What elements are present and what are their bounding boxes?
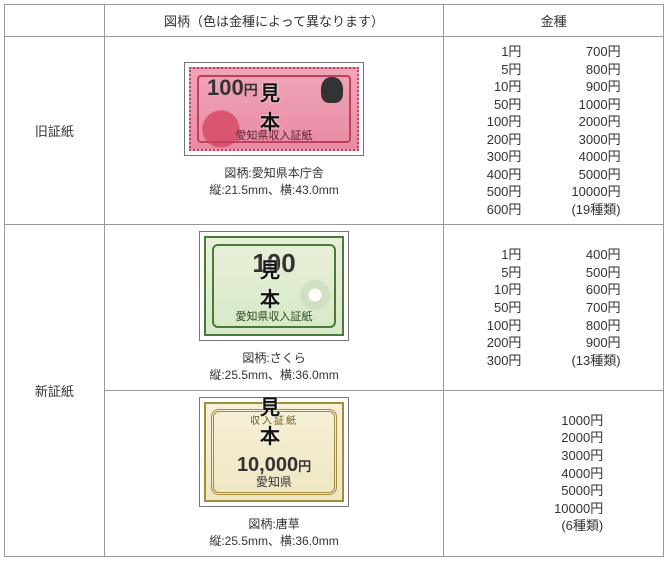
denom-value: 200円 bbox=[487, 131, 522, 149]
stamp-old-image: 100円 見 本 愛知県収入証紙 bbox=[189, 67, 359, 151]
denom-value: 200円 bbox=[487, 334, 522, 352]
denom-value: 5000円 bbox=[579, 166, 621, 184]
denom-value: 900円 bbox=[586, 334, 621, 352]
denom-value: 10000円 bbox=[571, 183, 620, 201]
mihon-label: 見 本 bbox=[240, 255, 308, 313]
denom-value: 1000円 bbox=[561, 412, 603, 430]
denom-value: 500円 bbox=[586, 264, 621, 282]
mihon-label: 見 本 bbox=[240, 391, 308, 449]
row-label-new: 新証紙 bbox=[5, 225, 105, 556]
denom-cell-old: 1円5円10円50円100円200円300円400円500円600円 700円8… bbox=[444, 37, 664, 225]
denom-value: 300円 bbox=[487, 352, 522, 370]
denom-cell-sakura: 1円5円10円50円100円200円300円 400円500円600円700円8… bbox=[444, 225, 664, 391]
denom-sakura-col1: 1円5円10円50円100円200円300円 bbox=[487, 246, 522, 369]
design-cell-old: 100円 見 本 愛知県収入証紙 図柄:愛知県本庁舎 縦:21.5mm、横:43… bbox=[104, 37, 444, 225]
design-cell-sakura: 100 見 本 愛知県収入証紙 図柄:さくら 縦:25.5mm、横:36.0mm bbox=[104, 225, 444, 391]
denom-value: 600円 bbox=[586, 281, 621, 299]
denom-value: 800円 bbox=[586, 61, 621, 79]
header-blank bbox=[5, 5, 105, 37]
stamp-karakusa-wrapper: 収入証紙 見 本 10,000円 愛知県 bbox=[199, 397, 349, 507]
stamp-karakusa-issuer: 愛知県 bbox=[206, 473, 342, 490]
denom-old-col1: 1円5円10円50円100円200円300円400円500円600円 bbox=[487, 43, 522, 218]
stamp-old-issuer: 愛知県収入証紙 bbox=[191, 127, 357, 143]
denom-value: 10000円 bbox=[554, 500, 603, 518]
denom-value: 400円 bbox=[487, 166, 522, 184]
stamp-table: 図柄（色は金種によって異なります） 金種 旧証紙 100円 見 本 愛知県収入証… bbox=[4, 4, 664, 557]
denom-value: 5円 bbox=[501, 61, 521, 79]
denom-value: 10円 bbox=[494, 281, 521, 299]
header-design: 図柄（色は金種によって異なります） bbox=[104, 5, 444, 37]
stamp-karakusa-caption: 図柄:唐草 縦:25.5mm、横:36.0mm bbox=[113, 516, 436, 550]
denom-value: (19種類) bbox=[571, 201, 620, 219]
denom-value: (13種類) bbox=[571, 352, 620, 370]
denom-value: 5円 bbox=[501, 264, 521, 282]
stamp-sakura-caption: 図柄:さくら 縦:25.5mm、横:36.0mm bbox=[113, 350, 436, 384]
denom-value: 500円 bbox=[487, 183, 522, 201]
denom-value: 50円 bbox=[494, 299, 521, 317]
denom-value: 4000円 bbox=[579, 148, 621, 166]
denom-value: 1円 bbox=[501, 246, 521, 264]
denom-sakura-col2: 400円500円600円700円800円900円(13種類) bbox=[571, 246, 620, 369]
denom-value: 1000円 bbox=[579, 96, 621, 114]
denom-value: (6種類) bbox=[561, 517, 603, 535]
denom-value: 600円 bbox=[487, 201, 522, 219]
stamp-old-caption: 図柄:愛知県本庁舎 縦:21.5mm、横:43.0mm bbox=[113, 165, 436, 199]
denom-value: 100円 bbox=[487, 113, 522, 131]
owl-icon bbox=[321, 77, 343, 103]
denom-value: 4000円 bbox=[561, 465, 603, 483]
denom-value: 100円 bbox=[487, 317, 522, 335]
denom-value: 2000円 bbox=[579, 113, 621, 131]
row-label-old: 旧証紙 bbox=[5, 37, 105, 225]
stamp-old-wrapper: 100円 見 本 愛知県収入証紙 bbox=[184, 62, 364, 156]
denom-old-col2: 700円800円900円1000円2000円3000円4000円5000円100… bbox=[571, 43, 620, 218]
denom-value: 400円 bbox=[586, 246, 621, 264]
header-denom: 金種 bbox=[444, 5, 664, 37]
denom-value: 1円 bbox=[501, 43, 521, 61]
design-cell-karakusa: 収入証紙 見 本 10,000円 愛知県 図柄:唐草 縦:25.5mm、横:36… bbox=[104, 391, 444, 557]
denom-value: 10円 bbox=[494, 78, 521, 96]
stamp-sakura-wrapper: 100 見 本 愛知県収入証紙 bbox=[199, 231, 349, 341]
denom-value: 50円 bbox=[494, 96, 521, 114]
denom-value: 700円 bbox=[586, 299, 621, 317]
denom-value: 900円 bbox=[586, 78, 621, 96]
denom-value: 3000円 bbox=[561, 447, 603, 465]
denom-value: 2000円 bbox=[561, 429, 603, 447]
denom-karakusa-col2: 1000円2000円3000円4000円5000円10000円(6種類) bbox=[554, 412, 603, 535]
stamp-sakura-issuer: 愛知県収入証紙 bbox=[206, 308, 342, 324]
denom-value: 300円 bbox=[487, 148, 522, 166]
denom-value: 5000円 bbox=[561, 482, 603, 500]
denom-cell-karakusa: 1000円2000円3000円4000円5000円10000円(6種類) bbox=[444, 391, 664, 557]
denom-value: 3000円 bbox=[579, 131, 621, 149]
stamp-sakura-image: 100 見 本 愛知県収入証紙 bbox=[204, 236, 344, 336]
stamp-karakusa-image: 収入証紙 見 本 10,000円 愛知県 bbox=[204, 402, 344, 502]
denom-value: 800円 bbox=[586, 317, 621, 335]
denom-value: 700円 bbox=[586, 43, 621, 61]
